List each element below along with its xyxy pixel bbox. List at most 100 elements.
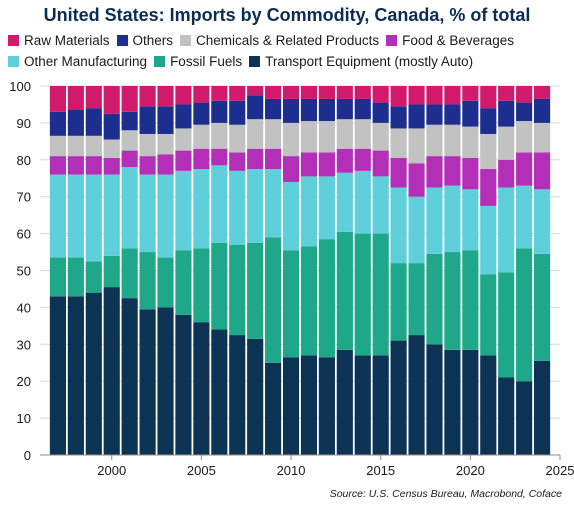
bar-segment [354, 170, 371, 234]
legend: Raw Materials Others Chemicals & Related P… [8, 30, 568, 72]
bar-segment [85, 292, 102, 455]
legend-item: Fossil Fuels [154, 54, 242, 69]
bar-segment [265, 169, 282, 238]
bar-segment [390, 157, 407, 188]
bar-segment [318, 121, 335, 153]
bar-segment [103, 86, 120, 114]
bar-segment [282, 86, 300, 99]
bar-segment [408, 86, 425, 105]
bar-segment [426, 104, 443, 125]
bar-segment [175, 314, 192, 455]
bar-segment [498, 126, 515, 160]
bar-segment [67, 156, 84, 175]
bar-segment [85, 156, 102, 175]
legend-label: Transport Equipment (mostly Auto) [265, 54, 474, 69]
bar-segment [480, 169, 497, 206]
y-tick-label: 50 [17, 264, 31, 279]
bar-segment [426, 86, 443, 105]
bar-segment [67, 257, 84, 297]
bar-segment [498, 86, 515, 101]
bar-segment [300, 176, 318, 247]
bar-segment [462, 189, 479, 251]
bar-segment [426, 187, 443, 254]
bar-segment [229, 86, 246, 101]
y-tick-label: 90 [17, 116, 31, 131]
legend-swatch [116, 35, 128, 46]
bar-segment [408, 163, 425, 197]
bar-segment [265, 98, 282, 120]
bar-segment [480, 133, 497, 170]
legend-swatch [180, 35, 192, 46]
bar-segment [354, 355, 371, 455]
bar-segment [534, 122, 551, 153]
bar-segment [408, 335, 425, 455]
legend-item: Chemicals & Related Products [180, 33, 379, 48]
legend-swatch [8, 35, 19, 46]
bar-segment [67, 135, 84, 157]
bar-segment [516, 248, 533, 382]
bar-segment [121, 111, 138, 131]
y-tick-label: 0 [24, 448, 31, 463]
legend-swatch [249, 56, 261, 67]
bar-segment [211, 242, 228, 330]
bar-segment [462, 86, 479, 101]
y-tick-label: 80 [17, 153, 31, 168]
bar-segment [444, 252, 461, 350]
bar-segment [372, 122, 389, 151]
bar-segment [336, 119, 353, 149]
bar-segment [462, 126, 479, 158]
bar-segment [534, 98, 551, 123]
bar-segment [408, 128, 425, 164]
bar-segment [157, 174, 174, 258]
bar-segment [85, 108, 102, 136]
bar-segment [444, 156, 461, 186]
legend-label: Chemicals & Related Products [196, 33, 380, 48]
bar-segment [211, 86, 228, 101]
bar-segment [49, 296, 66, 455]
bar-segment [193, 169, 210, 249]
bar-segment [534, 152, 551, 190]
bar-segment [157, 106, 174, 134]
bar-segment [354, 233, 371, 356]
bar-segment [139, 174, 156, 253]
legend-label: Food & Beverages [402, 33, 514, 48]
bar-segment [49, 86, 66, 112]
bar-segment [372, 355, 389, 455]
bar-segment [372, 176, 389, 234]
x-tick-label: 2000 [97, 463, 126, 478]
bar-segment [498, 272, 515, 378]
x-tick-label: 2020 [456, 463, 485, 478]
bar-segment [157, 133, 174, 155]
bar-segment [444, 86, 461, 105]
bar-segment [121, 167, 138, 249]
bar-segment [85, 174, 102, 262]
bar-segment [372, 233, 389, 356]
bar-segment [444, 349, 461, 455]
legend-item: Food & Beverages [386, 33, 514, 48]
bar-segment [282, 357, 300, 455]
bar-segment [318, 239, 335, 358]
bar-segment [49, 174, 66, 258]
bar-segment [103, 255, 120, 288]
bar-segment [247, 148, 264, 170]
bar-segment [336, 86, 353, 99]
bar-segment [372, 150, 389, 177]
bar-segment [462, 349, 479, 455]
bar-segment [336, 148, 353, 173]
bar-segment [390, 187, 407, 264]
bar-segment [498, 187, 515, 273]
bar-segment [462, 157, 479, 190]
bar-segment [157, 154, 174, 175]
x-tick-label: 2015 [366, 463, 395, 478]
bar-segment [247, 86, 264, 96]
bar-segment [229, 100, 246, 125]
bar-segment [390, 263, 407, 341]
legend-label: Fossil Fuels [170, 54, 243, 69]
bar-segment [103, 139, 120, 158]
legend-row: Other Manufacturing Fossil Fuels Transport… [8, 51, 568, 72]
legend-item: Others [116, 33, 173, 48]
bar-segment [498, 100, 515, 127]
bar-segment [336, 349, 353, 455]
bar-segment [175, 104, 192, 129]
bar-segment [85, 86, 102, 109]
